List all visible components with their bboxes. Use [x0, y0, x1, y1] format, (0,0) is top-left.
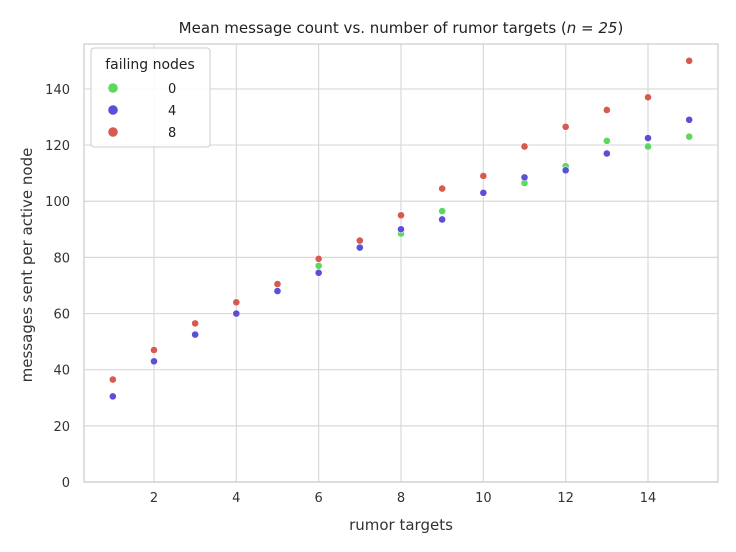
data-point: [355, 243, 364, 252]
chart-title: Mean message count vs. number of rumor t…: [179, 19, 624, 37]
series-8: [108, 56, 694, 384]
data-point: [273, 287, 282, 295]
y-tick-label: 140: [45, 83, 70, 98]
data-point: [355, 236, 364, 245]
series-4: [108, 115, 694, 401]
data-point: [602, 149, 611, 158]
data-point: [150, 346, 158, 354]
y-tick-label: 120: [45, 139, 70, 154]
legend-marker: [108, 83, 118, 93]
x-axis-label: rumor targets: [349, 516, 453, 534]
legend-label: 0: [168, 82, 176, 97]
data-point: [644, 134, 652, 142]
legend-label: 8: [168, 126, 176, 141]
data-point: [602, 136, 611, 145]
data-point: [644, 93, 652, 102]
x-tick-labels: 2 4 6 8 10 12 14: [150, 491, 656, 506]
x-tick-label: 8: [397, 491, 405, 506]
grid: [84, 44, 718, 483]
legend-item: 4: [108, 104, 176, 119]
legend-marker: [108, 105, 118, 115]
legend: failing nodes 0 4 8: [90, 47, 211, 148]
data-point: [397, 225, 405, 234]
data-point: [232, 298, 241, 307]
data-point: [108, 392, 117, 401]
data-point: [561, 166, 570, 175]
data-point: [685, 115, 694, 124]
y-tick-labels: 0 20 40 60 80 100 120 140: [45, 83, 70, 491]
x-tick-label: 6: [315, 491, 323, 506]
y-axis-label: messages sent per active node: [18, 148, 36, 383]
data-point: [438, 215, 447, 224]
y-tick-label: 0: [62, 476, 70, 491]
y-tick-label: 60: [53, 308, 70, 323]
data-point: [397, 211, 405, 220]
data-points: [108, 56, 694, 401]
data-point: [644, 142, 652, 151]
data-point: [685, 132, 694, 141]
y-tick-label: 20: [53, 420, 70, 435]
data-point: [150, 357, 158, 366]
data-point: [314, 261, 323, 270]
data-point: [561, 122, 570, 131]
legend-title: failing nodes: [105, 57, 195, 73]
series-0: [314, 132, 694, 270]
x-tick-label: 2: [150, 491, 158, 506]
y-tick-label: 100: [45, 195, 70, 210]
data-point: [191, 319, 200, 328]
data-point: [191, 330, 200, 339]
data-point: [602, 106, 611, 114]
data-point: [438, 207, 447, 215]
legend-item: 8: [108, 126, 176, 141]
data-point: [273, 280, 282, 288]
data-point: [438, 184, 447, 193]
y-tick-label: 80: [53, 251, 70, 266]
plot-frame: [83, 43, 719, 483]
legend-label: 4: [168, 104, 176, 119]
legend-item: 0: [108, 82, 176, 97]
data-point: [232, 309, 241, 318]
data-point: [479, 172, 488, 180]
x-tick-label: 14: [640, 491, 657, 506]
data-point: [479, 188, 488, 197]
data-point: [520, 173, 529, 182]
x-tick-label: 10: [475, 491, 492, 506]
legend-marker: [108, 127, 118, 137]
data-point: [108, 375, 117, 384]
data-point: [685, 56, 694, 65]
legend-box: [90, 47, 211, 148]
x-tick-label: 4: [232, 491, 240, 506]
y-tick-label: 40: [53, 364, 70, 379]
x-tick-label: 12: [557, 491, 574, 506]
data-point: [520, 142, 529, 151]
data-point: [314, 268, 323, 277]
data-point: [314, 254, 323, 263]
